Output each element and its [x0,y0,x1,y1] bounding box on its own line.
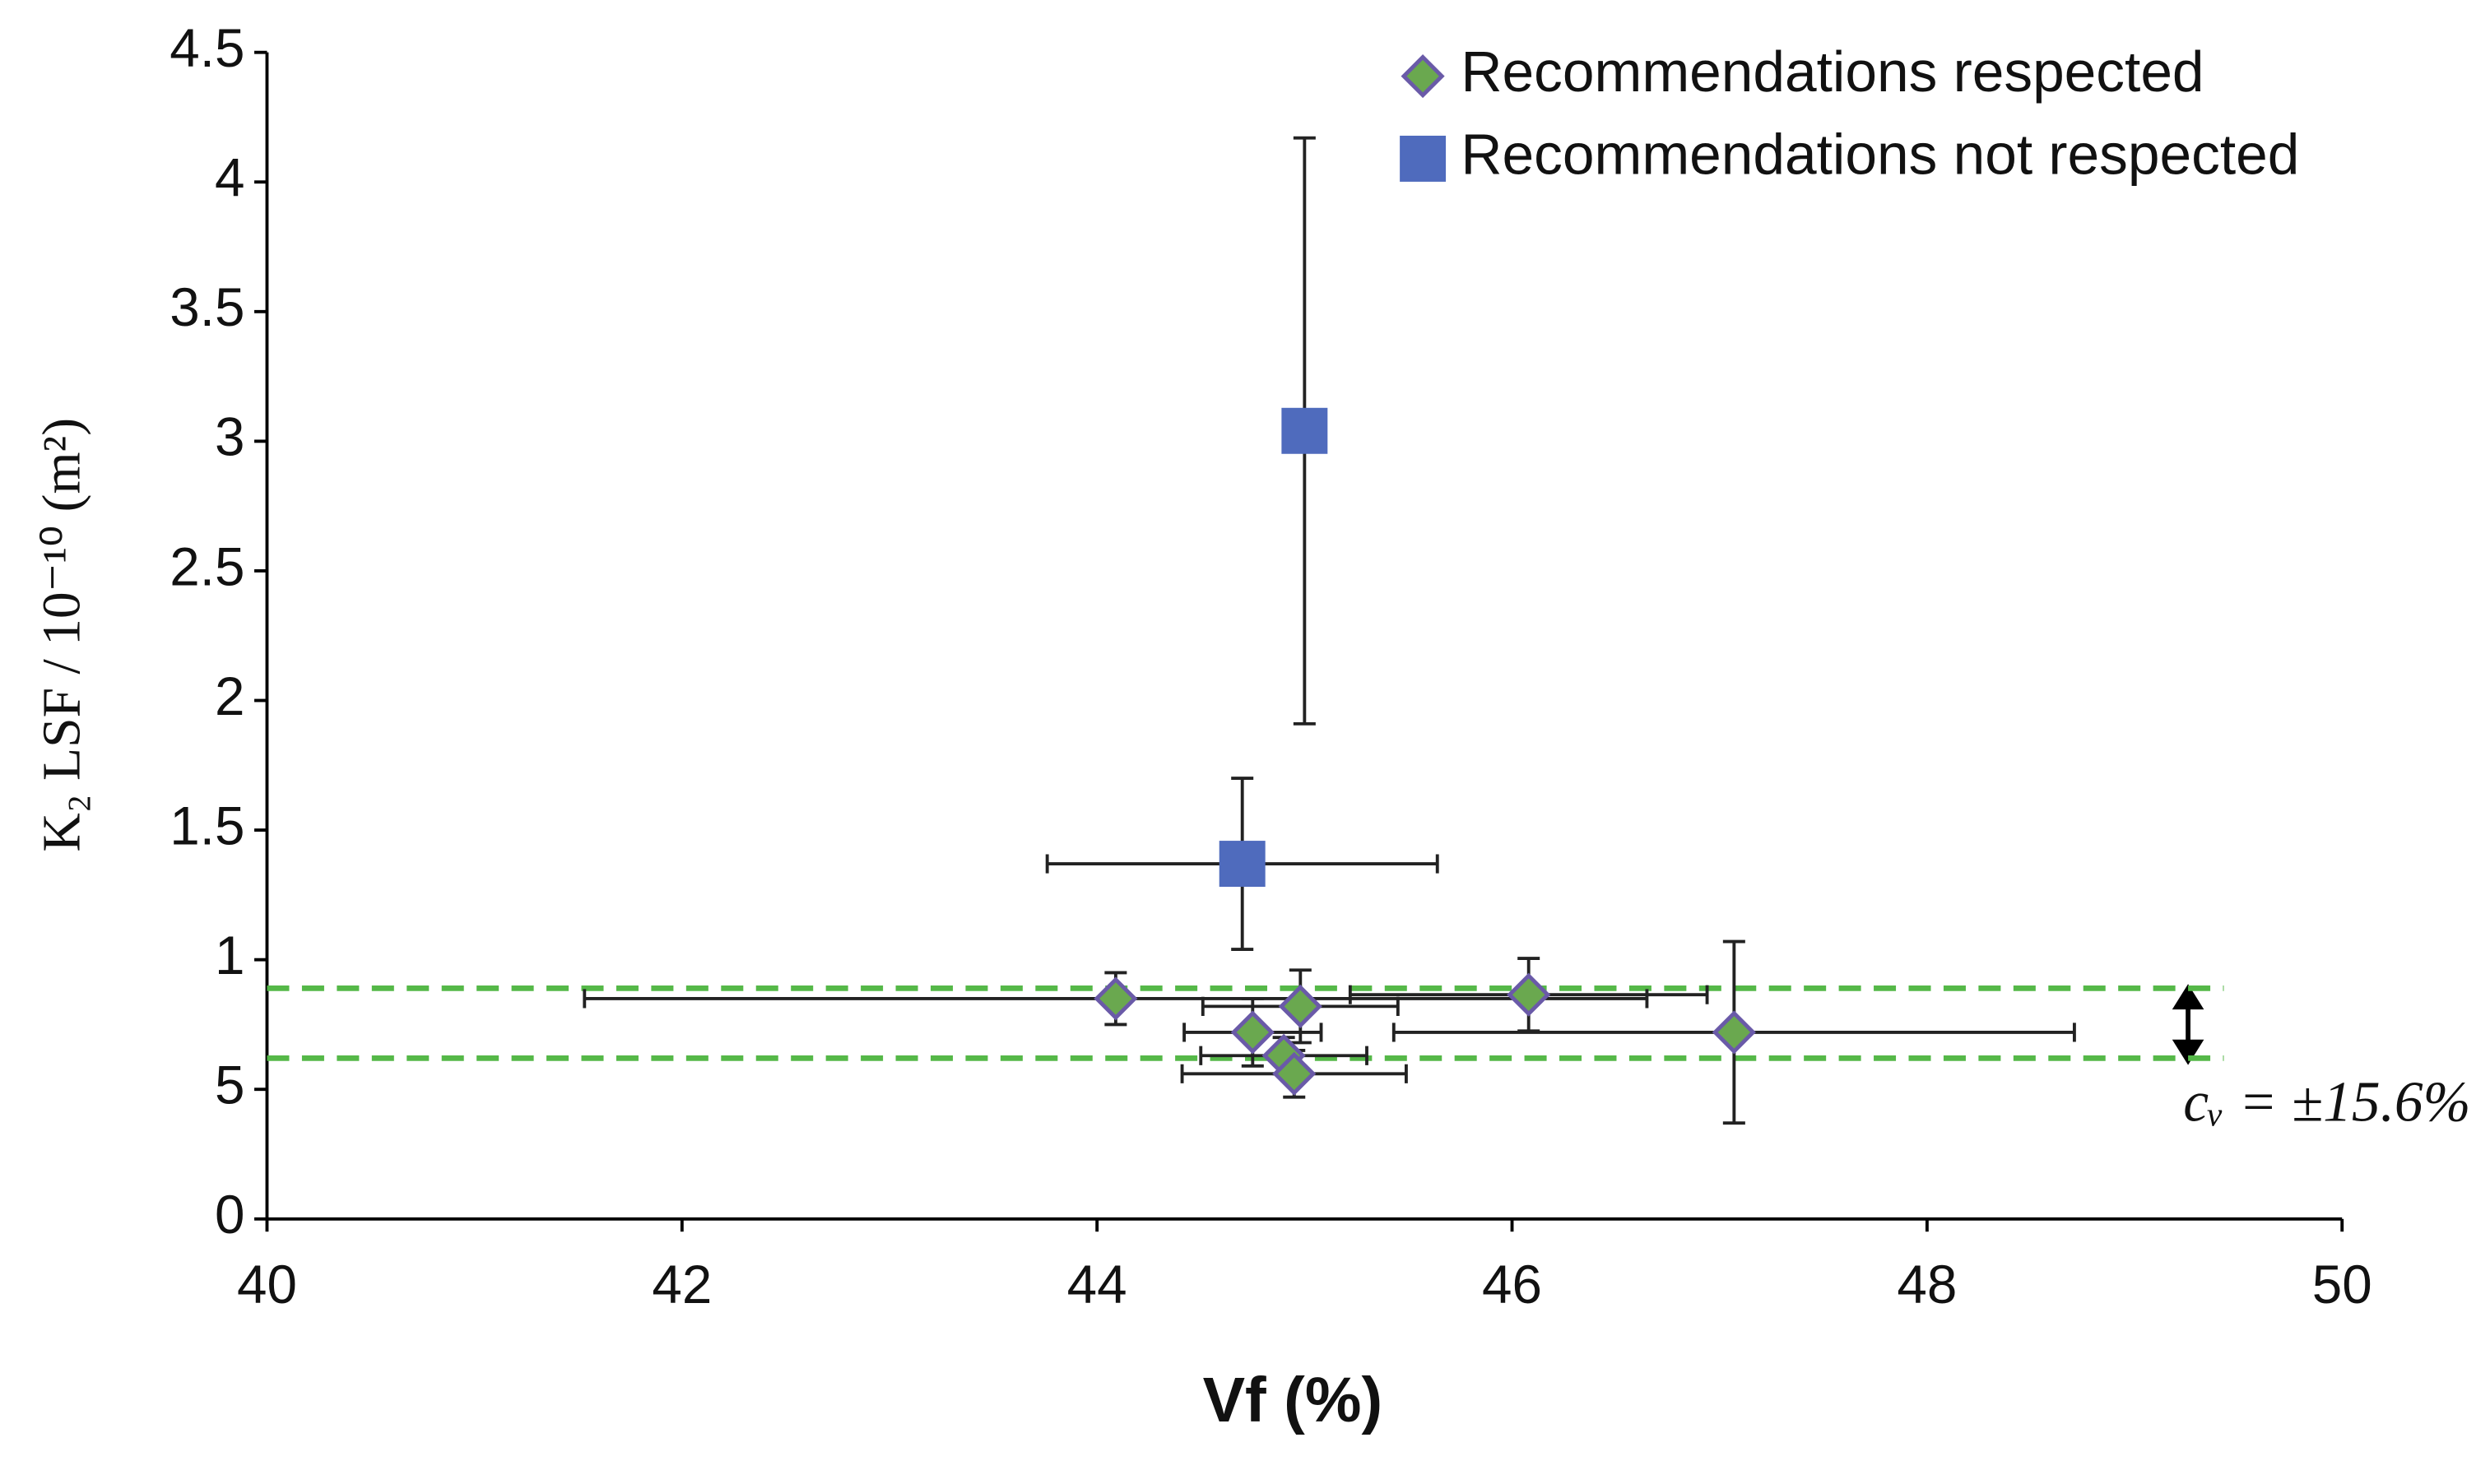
y-tick-label: 2 [215,666,244,726]
legend-label: Recommendations not respected [1461,122,2299,186]
y-tick-label: 1.5 [170,795,244,856]
y-tick-label: 1 [215,925,244,985]
point [1507,972,1551,1017]
y-tick-label: 2.5 [170,536,244,596]
y-tick-label: 3 [215,407,244,467]
annotation: cᵥ = ±15.6% [2183,1071,2470,1134]
x-tick-label: 50 [2312,1254,2372,1315]
x-axis-label: Vf (%) [1203,1365,1383,1435]
y-tick-label: 4.5 [170,18,244,78]
y-tick-label: 4 [215,148,244,208]
arrow-head [2172,984,2204,1010]
x-tick-label: 42 [652,1254,712,1315]
point [1272,1051,1317,1096]
x-tick-label: 46 [1482,1254,1542,1315]
point [1230,1010,1275,1055]
point [1712,1010,1756,1055]
legend-marker [1401,54,1445,99]
x-tick-label: 40 [237,1254,297,1315]
y-tick-label: 5 [215,1055,244,1115]
x-tick-label: 44 [1067,1254,1127,1315]
arrow-head [2172,1039,2204,1065]
point [1094,976,1138,1021]
legend-marker [1400,135,1447,182]
legend-label: Recommendations respected [1461,39,2204,104]
y-axis-label: K₂ LSF / 10⁻¹⁰ (m²) [32,418,91,852]
point [1281,407,1328,454]
point [1219,841,1266,888]
y-tick-label: 0 [215,1185,244,1245]
point [1278,984,1322,1028]
x-tick-label: 48 [1897,1254,1957,1315]
y-tick-label: 3.5 [170,277,244,337]
